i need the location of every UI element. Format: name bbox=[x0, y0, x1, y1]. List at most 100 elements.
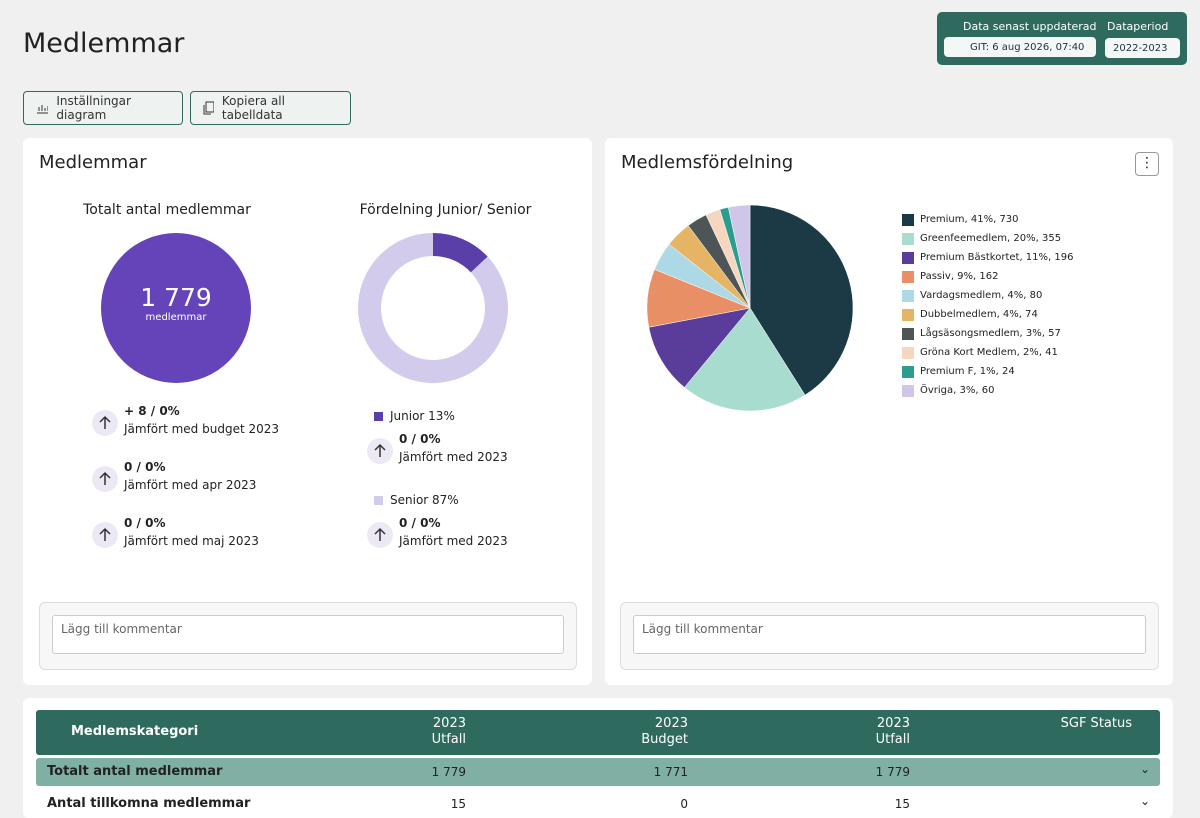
legend-label: Senior 87% bbox=[390, 493, 459, 507]
legend-label: Övriga, 3%, 60 bbox=[920, 385, 995, 396]
comparison-text: Jämfört med budget 2023 bbox=[124, 422, 280, 436]
header-line: Utfall bbox=[431, 732, 466, 747]
distribution-card: Medlemsfördelning ⋮ Premium, 41%, 730 Gre… bbox=[605, 138, 1173, 685]
cell: 0 bbox=[680, 797, 688, 811]
up-icon bbox=[367, 522, 393, 548]
header-line: Utfall bbox=[875, 732, 910, 747]
period-label[interactable]: Dataperiod bbox=[1107, 20, 1169, 33]
table-row[interactable]: Antal tillkomna medlemmar 15 0 15 ⌄ bbox=[36, 790, 1160, 818]
donut-title: Fördelning Junior/ Senior bbox=[359, 202, 532, 218]
period-value[interactable]: 2022-2023 bbox=[1105, 38, 1180, 58]
column-header: Medlemskategori bbox=[71, 724, 198, 740]
column-header: 2023 Budget bbox=[538, 716, 688, 748]
arrow-path bbox=[374, 527, 386, 541]
page: Medlemmar {"header": {"title": "Medlemma… bbox=[23, 12, 1187, 818]
legend-swatch bbox=[902, 271, 914, 283]
cell: 1 779 bbox=[431, 765, 466, 779]
row-label: Antal tillkomna medlemmar bbox=[47, 796, 251, 811]
update-panel: Data senast uppdaterad Dataperiod GIT: 6… bbox=[937, 12, 1187, 65]
up-icon bbox=[367, 438, 393, 464]
comment-box: Lägg till kommentar bbox=[620, 602, 1159, 670]
slice bbox=[358, 233, 508, 383]
up-icon bbox=[92, 522, 118, 548]
legend-label: Vardagsmedlem, 4%, 80 bbox=[920, 290, 1043, 301]
comment-input[interactable]: Lägg till kommentar bbox=[633, 615, 1146, 654]
legend-label: Gröna Kort Medlem, 2%, 41 bbox=[920, 347, 1058, 358]
change: 0 / 0% bbox=[124, 460, 166, 474]
comparison: 0 / 0% Jämfört med 2023 bbox=[399, 432, 508, 464]
arrow bbox=[99, 527, 111, 541]
arrow-path bbox=[374, 443, 386, 457]
arrow bbox=[99, 471, 111, 485]
cell: 15 bbox=[450, 797, 466, 811]
update-label[interactable]: Data senast uppdaterad bbox=[963, 20, 1097, 33]
comparison-text: Jämfört med 2023 bbox=[399, 450, 508, 464]
settings-text: Inställningar diagram bbox=[56, 94, 131, 122]
total-value: 1 779 bbox=[140, 283, 212, 312]
total-unit: medlemmar bbox=[145, 312, 207, 323]
comment-box: Lägg till kommentar bbox=[39, 602, 577, 670]
column-header: 2023 Utfall bbox=[760, 716, 910, 748]
legend-label: Passiv, 9%, 162 bbox=[920, 271, 999, 282]
page-title: Medlemmar bbox=[23, 28, 185, 59]
copy-button[interactable]: Kopiera all tabelldata bbox=[190, 91, 351, 125]
legend-label: Premium Bästkortet, 11%, 196 bbox=[920, 252, 1074, 263]
header-line: 2023 bbox=[432, 716, 466, 731]
legend-swatch bbox=[902, 366, 914, 378]
arrow bbox=[99, 415, 111, 429]
header-line: 2023 bbox=[876, 716, 910, 731]
comment-input[interactable]: Lägg till kommentar bbox=[52, 615, 564, 654]
card-title: Medlemsfördelning bbox=[621, 152, 794, 173]
expand-icon: ⌄ bbox=[1140, 794, 1151, 808]
legend-swatch bbox=[374, 496, 383, 505]
menu-button[interactable]: ⋮ bbox=[1135, 152, 1159, 176]
settings-button[interactable]: Inställningar diagram bbox=[23, 91, 183, 125]
donut-chart bbox=[358, 233, 508, 383]
update-text: GIT: 6 aug 2026, 07:40 bbox=[970, 41, 1085, 53]
legend-swatch bbox=[902, 385, 914, 397]
legend-label: Premium F, 1%, 24 bbox=[920, 366, 1015, 377]
comparison: 0 / 0% Jämfört med maj 2023 bbox=[124, 516, 259, 548]
legend-swatch bbox=[902, 233, 914, 245]
copy-icon bbox=[203, 101, 214, 115]
comparison: 0 / 0% Jämfört med 2023 bbox=[399, 516, 508, 548]
change: 0 / 0% bbox=[124, 516, 166, 530]
comparison: + 8 / 0% Jämfört med budget 2023 bbox=[124, 404, 279, 436]
slice bbox=[433, 233, 488, 273]
table-row[interactable]: Totalt antal medlemmar 1 779 1 771 1 779 ⌄ bbox=[36, 758, 1160, 786]
slice bbox=[684, 307, 806, 412]
up-icon bbox=[92, 466, 118, 492]
row-label: Totalt antal medlemmar bbox=[47, 764, 223, 779]
slice bbox=[749, 204, 854, 396]
expand-icon: ⌄ bbox=[1140, 762, 1151, 776]
copy-text: Kopiera all tabelldata bbox=[221, 94, 285, 122]
legend-label: Junior 13% bbox=[390, 409, 455, 423]
cell: 1 771 bbox=[653, 765, 688, 779]
comparison: 0 / 0% Jämfört med apr 2023 bbox=[124, 460, 256, 492]
arrow-path bbox=[99, 471, 111, 485]
card-title: Medlemmar bbox=[39, 152, 147, 173]
comparison-text: Jämfört med 2023 bbox=[399, 534, 508, 548]
chart-icon bbox=[37, 105, 49, 114]
legend-label: Dubbelmedlem, 4%, 74 bbox=[920, 309, 1038, 320]
slice bbox=[728, 204, 751, 309]
header-line: 2023 bbox=[654, 716, 688, 731]
legend-label: Greenfeemedlem, 20%, 355 bbox=[920, 233, 1062, 244]
arrow-path bbox=[99, 527, 111, 541]
legend-swatch bbox=[902, 328, 914, 340]
update-value: GIT: 6 aug 2026, 07:40 bbox=[944, 37, 1096, 57]
comparison-text: Jämfört med apr 2023 bbox=[124, 478, 257, 492]
dashboard: Medlemmar Data senast uppdaterad Dataper… bbox=[23, 12, 1187, 818]
arrow bbox=[374, 527, 386, 541]
cell: 15 bbox=[894, 797, 910, 811]
up-icon bbox=[92, 410, 118, 436]
legend-swatch bbox=[902, 290, 914, 302]
legend-swatch bbox=[902, 347, 914, 359]
pie-chart bbox=[646, 204, 854, 412]
legend-swatch bbox=[374, 412, 383, 421]
cell: 1 779 bbox=[875, 765, 910, 779]
arrow-path bbox=[99, 415, 111, 429]
legend-swatch bbox=[902, 309, 914, 321]
legend-label: Premium, 41%, 730 bbox=[920, 214, 1019, 225]
arrow bbox=[374, 443, 386, 457]
